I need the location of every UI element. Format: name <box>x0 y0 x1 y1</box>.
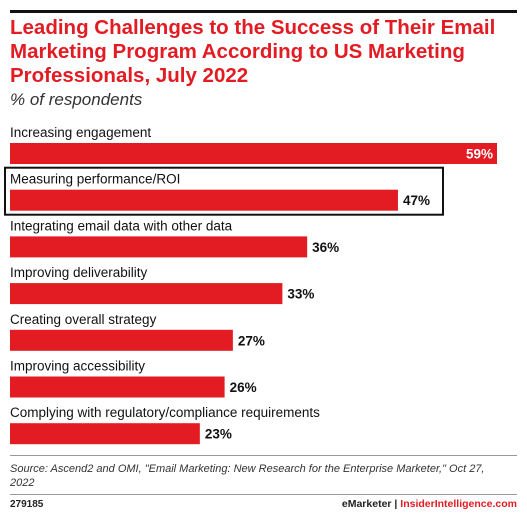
bar-value-label: 33% <box>287 287 314 302</box>
footer-divider <box>10 494 517 495</box>
category-label: Integrating email data with other data <box>10 218 233 233</box>
highlight-box <box>4 166 444 216</box>
bar <box>10 143 497 164</box>
bar-chart: Increasing engagement 59% Measuring perfor… <box>4 125 497 445</box>
category-label: Increasing engagement <box>10 125 151 140</box>
bar-value-label: 36% <box>312 240 339 255</box>
source-divider <box>10 455 517 456</box>
brand-separator: | <box>394 498 398 510</box>
bar-value-label: 27% <box>238 333 265 348</box>
chart-title: Leading Challenges to the Success of The… <box>10 16 496 87</box>
bar <box>10 189 398 211</box>
category-label: Improving accessibility <box>10 359 145 374</box>
bar-value-label: 47% <box>403 193 430 208</box>
footer-brand: eMarketer | InsiderIntelligence.com <box>342 498 517 510</box>
chart-id: 279185 <box>10 499 44 510</box>
brand-name: eMarketer <box>341 498 392 510</box>
bar-value-label: 26% <box>230 380 257 395</box>
source-note: Source: Ascend2 and OMI, "Email Marketin… <box>10 463 485 489</box>
bar-value-label: 23% <box>205 427 232 442</box>
bar <box>10 283 283 305</box>
chart-subtitle: % of respondents <box>10 90 143 109</box>
bar <box>10 376 225 398</box>
bar <box>10 423 200 445</box>
category-label: Improving deliverability <box>10 265 148 280</box>
top-rule <box>10 10 517 13</box>
category-label: Complying with regulatory/compliance req… <box>10 405 320 420</box>
bar-value-label: 59% <box>466 147 493 162</box>
category-label: Measuring performance/ROI <box>10 172 180 187</box>
bar <box>10 236 308 258</box>
brand-site-link[interactable]: InsiderIntelligence.com <box>400 498 517 510</box>
bar <box>10 329 233 351</box>
category-label: Creating overall strategy <box>10 312 157 327</box>
